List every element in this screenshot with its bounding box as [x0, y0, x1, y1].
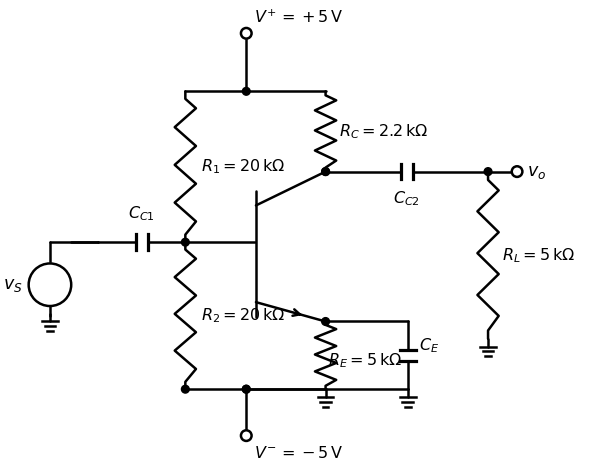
Circle shape: [322, 168, 329, 175]
Text: $C_{C2}$: $C_{C2}$: [394, 189, 420, 208]
Text: $R_2 = 20\,\mathrm{k}\Omega$: $R_2 = 20\,\mathrm{k}\Omega$: [201, 306, 285, 325]
Text: $R_E = 5\,\mathrm{k}\Omega$: $R_E = 5\,\mathrm{k}\Omega$: [327, 351, 401, 370]
Circle shape: [241, 28, 251, 39]
Circle shape: [512, 166, 522, 177]
Circle shape: [322, 168, 329, 175]
Text: $C_E$: $C_E$: [419, 336, 440, 355]
Circle shape: [242, 87, 250, 95]
Circle shape: [242, 385, 250, 393]
Text: $v_o$: $v_o$: [527, 163, 546, 180]
Text: $V^{\!-} = -5\,\mathrm{V}$: $V^{\!-} = -5\,\mathrm{V}$: [254, 445, 343, 461]
Text: +: +: [44, 271, 55, 285]
Circle shape: [242, 385, 250, 393]
Circle shape: [484, 168, 492, 175]
Circle shape: [241, 430, 251, 441]
Text: $v_S$: $v_S$: [4, 276, 23, 294]
Text: $V^{\!+} = +5\,\mathrm{V}$: $V^{\!+} = +5\,\mathrm{V}$: [254, 8, 343, 26]
Circle shape: [322, 318, 329, 326]
Text: $-$: $-$: [44, 286, 56, 299]
Circle shape: [182, 239, 189, 246]
Text: $R_C = 2.2\,\mathrm{k}\Omega$: $R_C = 2.2\,\mathrm{k}\Omega$: [339, 122, 428, 141]
Text: $C_{C1}$: $C_{C1}$: [129, 204, 155, 223]
Circle shape: [29, 264, 71, 306]
Circle shape: [182, 385, 189, 393]
Text: $R_1 = 20\,\mathrm{k}\Omega$: $R_1 = 20\,\mathrm{k}\Omega$: [201, 157, 285, 176]
Text: $R_L = 5\,\mathrm{k}\Omega$: $R_L = 5\,\mathrm{k}\Omega$: [502, 246, 575, 265]
